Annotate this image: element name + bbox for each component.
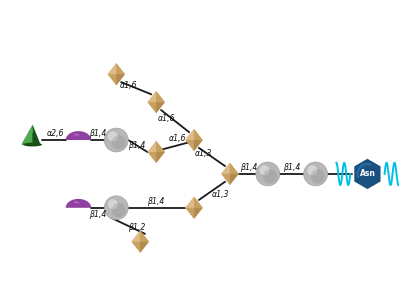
Polygon shape [132, 230, 149, 253]
Polygon shape [147, 141, 165, 163]
Polygon shape [108, 63, 116, 74]
Polygon shape [194, 196, 203, 208]
Circle shape [307, 165, 317, 176]
Polygon shape [156, 91, 165, 102]
Polygon shape [354, 159, 380, 189]
Polygon shape [140, 230, 149, 242]
Polygon shape [221, 163, 239, 185]
Polygon shape [66, 131, 91, 140]
Circle shape [112, 203, 126, 218]
Circle shape [108, 131, 118, 142]
Polygon shape [230, 163, 239, 174]
Circle shape [104, 128, 128, 152]
Polygon shape [185, 196, 194, 208]
Text: Asn: Asn [360, 169, 375, 178]
Text: β1,4: β1,4 [128, 141, 145, 150]
Circle shape [263, 169, 277, 184]
Text: α1,6: α1,6 [158, 114, 175, 123]
Polygon shape [74, 202, 79, 203]
Polygon shape [185, 129, 194, 140]
Polygon shape [108, 63, 125, 86]
Polygon shape [147, 141, 156, 152]
Polygon shape [32, 125, 40, 145]
Polygon shape [22, 125, 32, 145]
Text: β1,4: β1,4 [240, 163, 258, 172]
Polygon shape [74, 134, 79, 135]
Polygon shape [66, 199, 91, 208]
Polygon shape [156, 102, 165, 113]
Polygon shape [230, 174, 239, 185]
Circle shape [112, 135, 126, 150]
Text: β1,4: β1,4 [89, 129, 106, 138]
Polygon shape [156, 141, 165, 152]
Polygon shape [194, 140, 203, 151]
Circle shape [108, 199, 118, 209]
Text: α1,6: α1,6 [120, 81, 137, 90]
Circle shape [311, 169, 325, 184]
Polygon shape [194, 208, 203, 219]
Text: α2,6: α2,6 [47, 129, 64, 138]
Polygon shape [116, 63, 125, 74]
Polygon shape [194, 129, 203, 140]
Polygon shape [132, 230, 140, 242]
Polygon shape [185, 196, 203, 219]
Text: α1,3: α1,3 [194, 149, 212, 158]
Polygon shape [116, 74, 125, 86]
Circle shape [304, 162, 328, 186]
Circle shape [104, 196, 128, 220]
Polygon shape [156, 152, 165, 163]
Ellipse shape [23, 143, 42, 146]
Polygon shape [185, 129, 203, 151]
Circle shape [259, 165, 270, 176]
Circle shape [256, 162, 280, 186]
Text: α1,6: α1,6 [168, 134, 186, 143]
Polygon shape [140, 242, 149, 253]
Polygon shape [147, 91, 156, 102]
Polygon shape [147, 91, 165, 113]
Text: α1,3: α1,3 [212, 190, 230, 199]
Polygon shape [221, 163, 230, 174]
Text: β1,4: β1,4 [283, 163, 300, 172]
Polygon shape [22, 125, 40, 145]
Polygon shape [31, 125, 34, 133]
Text: β1,4: β1,4 [146, 197, 164, 206]
Text: β1,4: β1,4 [89, 210, 106, 219]
Text: β1,2: β1,2 [128, 223, 146, 232]
